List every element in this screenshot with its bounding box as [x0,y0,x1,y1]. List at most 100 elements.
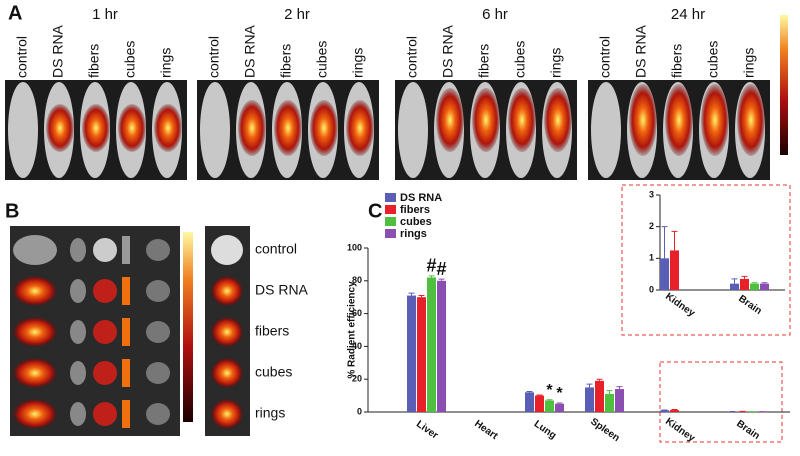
row-label: rings [255,405,285,421]
y-tick-label: 20 [352,374,362,384]
y-tick-label: 80 [352,275,362,285]
error-bar [438,278,445,281]
bar [760,283,769,290]
lane-label: DS RNA [440,24,456,78]
bar [407,295,416,412]
row-label: fibers [255,323,289,339]
bar [417,297,426,412]
time-label: 2 hr [284,6,310,23]
lane-label: DS RNA [633,24,649,78]
brain [211,358,243,388]
bar [595,380,604,412]
y-tick-label: 100 [347,242,362,252]
legend-label: fibers [400,204,430,216]
y-tick-label: 40 [352,341,362,351]
lane-label: rings [158,48,174,78]
bar [670,250,679,290]
bar [740,278,749,290]
y-tick-label: 2 [649,221,654,231]
signal [154,104,182,152]
y-axis-label: % Radient efficiency [347,281,358,379]
x-tick-label: Brain [734,418,761,442]
bar [660,258,669,290]
lane-label: cubes [512,41,528,78]
spleen [122,400,130,428]
lane-label: cubes [122,41,138,78]
bar [605,393,614,412]
signal [737,84,765,156]
signal [46,104,74,152]
colorbar [183,232,193,422]
inset-box [621,184,791,336]
y-tick-label: 0 [357,406,362,416]
mouse [200,82,230,178]
annotation: # [436,259,446,279]
error-bar [751,282,758,284]
legend-label: DS RNA [400,192,442,204]
organ [70,238,86,262]
lane-label: DS RNA [242,24,258,78]
organ [93,361,117,385]
y-tick-label: 1 [649,253,654,263]
error-bar [731,278,738,284]
error-bar [741,275,748,279]
lane-label: fibers [86,44,102,78]
mouse [591,82,621,178]
lane-label: fibers [278,44,294,78]
liver [13,317,57,347]
bar [525,392,534,412]
lane-label: cubes [705,41,721,78]
legend-swatch [385,193,396,202]
spleen [122,318,130,346]
signal [274,100,302,156]
kidney [146,280,170,302]
error-bar [546,399,553,401]
liver [13,358,57,388]
panel-letter: A [8,2,22,24]
lane-label: DS RNA [50,24,66,78]
organ [93,238,117,262]
kidney [146,239,170,261]
brain [211,276,243,306]
organ [70,402,86,426]
signal [436,88,464,152]
error-bar [418,295,425,298]
error-bar [586,383,593,388]
spleen [122,236,130,264]
x-tick-label: Spleen [588,416,621,444]
lane-label: control [404,36,420,78]
bar [660,410,669,412]
signal [544,88,572,152]
bar [427,277,436,412]
y-tick-label: 60 [352,308,362,318]
signal [118,104,146,152]
annotation: * [546,382,553,399]
x-tick-label: Heart [472,418,500,442]
signal [82,104,110,152]
organ [93,320,117,344]
lane-label: rings [350,48,366,78]
lane-label: control [597,36,613,78]
error-bar [606,390,613,394]
highlight-box [659,361,783,443]
annotation: * [556,385,563,402]
colorbar [780,15,788,155]
legend-label: cubes [400,216,432,228]
error-bar [596,378,603,381]
row-label: DS RNA [255,282,309,298]
mouse [398,82,428,178]
bar [730,283,739,290]
bar [535,395,544,412]
liver [13,276,57,306]
lane-label: fibers [669,44,685,78]
mouse [8,82,38,178]
kidney [146,321,170,343]
lane-label: cubes [314,41,330,78]
signal [310,100,338,156]
x-tick-label: Liver [414,419,440,442]
time-label: 1 hr [92,6,118,23]
lane-label: control [206,36,222,78]
brain [211,235,243,265]
signal [701,84,729,156]
